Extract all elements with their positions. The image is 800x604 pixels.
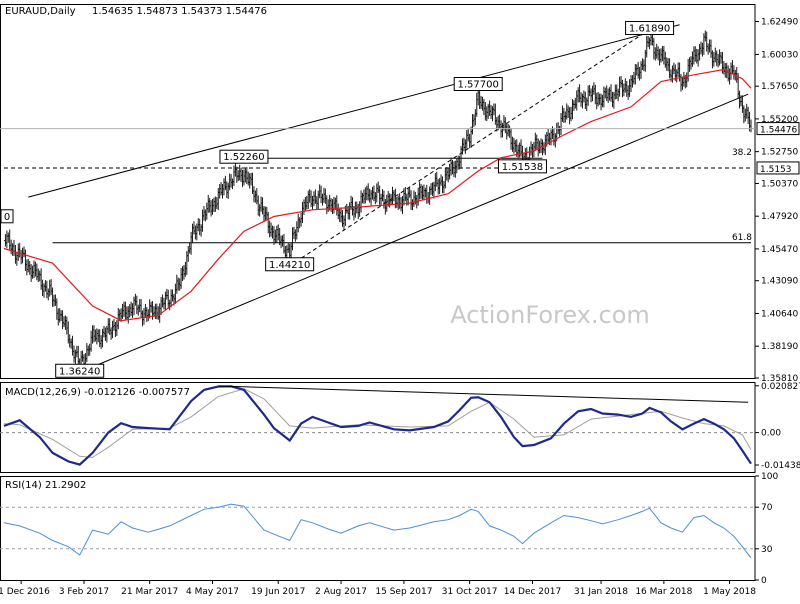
x-tick-label: 14 Dec 2017 [504, 587, 562, 597]
last-price-box [756, 122, 800, 136]
rsi-title: RSI(14) 21.2902 [5, 480, 86, 491]
trendline [79, 93, 749, 373]
moving-average-line [3, 68, 752, 322]
main-y-tick-label: 1.38190 [761, 342, 798, 352]
x-tick-label: 16 Mar 2018 [635, 587, 692, 597]
price-label-box [219, 149, 269, 164]
trendline [289, 29, 650, 267]
x-tick-label: 21 Mar 2017 [121, 587, 178, 597]
chart-ohlc-label: 1.54635 1.54873 1.54373 1.54476 [92, 6, 267, 17]
main-y-tick-label: 1.57650 [761, 82, 798, 92]
macd-y-tick-label: 0.00 [761, 429, 781, 439]
last-price-label: 1.54476 [760, 126, 797, 136]
price-label-box [0, 209, 14, 224]
x-tick-label: 2 Aug 2017 [315, 587, 367, 597]
main-y-tick-label: 1.40640 [761, 309, 798, 319]
fib-level-label: 38.2 [732, 148, 752, 158]
price-label: 1.51538 [502, 162, 543, 173]
price-label: 1.61890 [629, 24, 670, 35]
rsi-line [3, 503, 752, 559]
main-y-tick-label: 1.55200 [761, 115, 798, 125]
x-tick-label: 31 Oct 2017 [442, 587, 498, 597]
price-label-box [453, 77, 503, 92]
price-label: 0 [4, 212, 10, 223]
main-y-tick-label: 1.60030 [761, 50, 798, 60]
main-pane-frame [0, 4, 756, 379]
main-y-tick-label: 1.52750 [761, 148, 798, 158]
main-y-tick-label: 1.62490 [761, 18, 798, 28]
macd-line [3, 385, 752, 466]
macd-y-tick-label: -0.014386 [761, 461, 800, 471]
macd-y-tick-label: 0.020827 [761, 382, 800, 392]
rsi-y-tick-label: 30 [761, 545, 773, 555]
macd-trendline [218, 385, 749, 403]
rsi-y-tick-label: 70 [761, 503, 773, 513]
main-y-tick-label: 1.50370 [761, 179, 798, 189]
watermark-text: ActionForex.com [450, 301, 650, 329]
rsi-y-tick-label: 100 [761, 472, 778, 482]
macd-title: MACD(12,26,9) -0.012126 -0.007577 [5, 387, 190, 398]
x-tick-label: 1 May 2018 [703, 587, 756, 597]
price-label-box [265, 257, 315, 272]
x-tick-label: 19 Jun 2017 [251, 587, 305, 597]
rsi-y-tick-label: 0 [761, 576, 767, 586]
price-label: 1.36240 [59, 366, 100, 377]
x-tick-label: 21 Dec 2016 [0, 587, 50, 597]
marked-level-label: 1.5153 [760, 165, 792, 175]
price-label-box [625, 21, 675, 36]
macd-pane-frame [0, 382, 756, 473]
main-y-tick-label: 1.47920 [761, 212, 798, 222]
x-tick-label: 4 May 2017 [186, 587, 239, 597]
fib-level-label: 61.8 [732, 233, 752, 243]
rsi-pane-frame [0, 476, 756, 581]
chart-symbol-label: EURAUD,Daily [5, 6, 76, 17]
x-tick-label: 3 Feb 2017 [59, 587, 109, 597]
main-y-tick-label: 1.35810 [761, 374, 798, 384]
trendline [28, 24, 680, 198]
price-label: 1.57700 [458, 80, 499, 91]
main-y-tick-label: 1.45470 [761, 245, 798, 255]
x-tick-label: 15 Sep 2017 [375, 587, 432, 597]
main-y-tick-label: 1.43090 [761, 277, 798, 287]
price-label: 1.52260 [223, 152, 264, 163]
marked-level-box [756, 161, 800, 175]
price-label: 1.44210 [269, 260, 310, 271]
x-tick-label: 31 Jan 2018 [574, 587, 628, 597]
price-label-box [55, 363, 105, 378]
price-label-box [497, 159, 547, 174]
